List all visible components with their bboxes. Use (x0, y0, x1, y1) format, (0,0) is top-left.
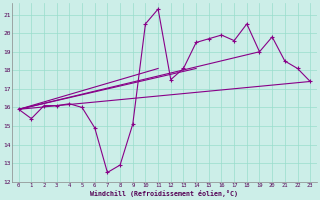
X-axis label: Windchill (Refroidissement éolien,°C): Windchill (Refroidissement éolien,°C) (91, 190, 238, 197)
